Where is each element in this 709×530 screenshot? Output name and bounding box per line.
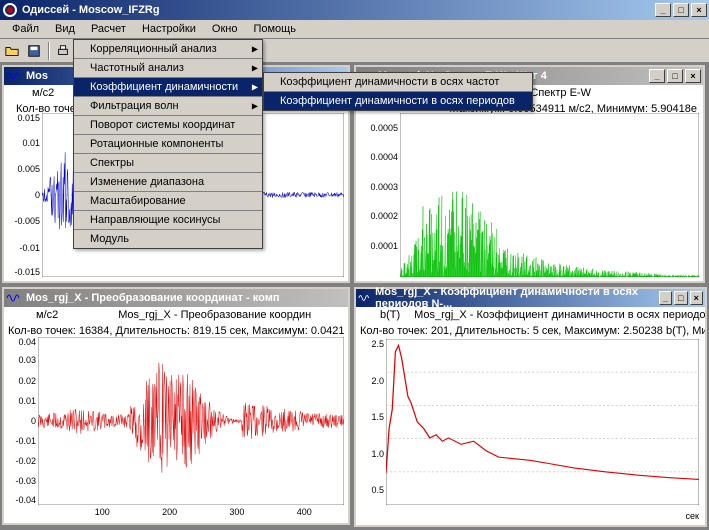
- chart-br-xunit: сек: [686, 511, 699, 521]
- menu-item[interactable]: Модуль: [74, 229, 262, 248]
- chart-br-unit: b(T): [380, 309, 400, 321]
- close-button[interactable]: ×: [691, 3, 707, 17]
- menu-item[interactable]: Масштабирование: [74, 191, 262, 210]
- menu-item[interactable]: Коэффициент динамичности▶: [74, 77, 262, 96]
- chart-bl-info2: Кол-во точек: 16384, Длительность: 819.1…: [8, 325, 345, 337]
- menu-item[interactable]: Корреляционный анализ▶: [74, 40, 262, 58]
- menu-settings[interactable]: Настройки: [134, 21, 204, 37]
- chart-tl-unit: м/с2: [32, 87, 54, 99]
- chart-tr-max[interactable]: □: [667, 69, 683, 83]
- submenu-item[interactable]: Коэффициент динамичности в осях периодов: [264, 91, 532, 110]
- chart-br-max[interactable]: □: [674, 291, 687, 305]
- chart-br-plot: [386, 339, 699, 505]
- chart-br-yaxis: 2.5 2.0 1.5 1.0 0.5: [356, 339, 384, 505]
- menu-item[interactable]: Частотный анализ▶: [74, 58, 262, 77]
- menu-window[interactable]: Окно: [204, 21, 246, 37]
- window-title: Одиссей - Moscow_IFZRg: [22, 4, 160, 16]
- chart-window-br[interactable]: Mos_rgj_X - Коэффициент динамичности в о…: [354, 287, 707, 527]
- chart-window-bl[interactable]: Mos_rgj_X - Преобразование координат - к…: [2, 287, 350, 525]
- chart-tr-min[interactable]: _: [649, 69, 665, 83]
- chart-br-area: b(T) Mos_rgj_X - Коэффициент динамичности…: [356, 307, 705, 525]
- menu-item[interactable]: Изменение диапазона: [74, 172, 262, 191]
- menu-view[interactable]: Вид: [47, 21, 83, 37]
- chart-bl-titlebar: Mos_rgj_X - Преобразование координат - к…: [4, 289, 348, 307]
- menu-item[interactable]: Спектры: [74, 153, 262, 172]
- chart-bl-plot: [38, 337, 344, 505]
- menu-item[interactable]: Поворот системы координат: [74, 115, 262, 134]
- menu-item[interactable]: Фильтрация волн▶: [74, 96, 262, 115]
- chart-bl-unit: м/с2: [36, 309, 58, 321]
- chart-bl-xaxis: 100 200 300 400: [38, 507, 344, 521]
- save-button[interactable]: [24, 41, 44, 61]
- chart-tr-close[interactable]: ×: [685, 69, 701, 83]
- menubar: Файл Вид Расчет Настройки Окно Помощь: [0, 20, 709, 39]
- menu-calc-popup: Корреляционный анализ▶Частотный анализ▶К…: [73, 39, 263, 249]
- print-button[interactable]: [53, 41, 73, 61]
- chart-bl-area: м/с2 Mos_rgj_X - Преобразование координ К…: [4, 307, 348, 523]
- chart-tr-plot: [400, 113, 699, 277]
- menu-help[interactable]: Помощь: [245, 21, 304, 37]
- app-icon: [2, 2, 18, 18]
- chart-tl-title: Mos: [26, 70, 48, 82]
- chart-br-min[interactable]: _: [659, 291, 672, 305]
- wave-icon: [6, 290, 22, 306]
- maximize-button[interactable]: □: [673, 3, 689, 17]
- chart-bl-yaxis: 0.04 0.03 0.02 0.01 0 -0.01 -0.02 -0.03 …: [4, 337, 36, 505]
- main-titlebar: Одиссей - Moscow_IFZRg _ □ ×: [0, 0, 709, 20]
- wave-icon: [6, 68, 22, 84]
- chart-bl-title: Mos_rgj_X - Преобразование координат - к…: [26, 292, 280, 304]
- open-button[interactable]: [2, 41, 22, 61]
- chart-tr-yaxis: 0.0005 0.0004 0.0003 0.0002 0.0001: [356, 113, 398, 277]
- menu-item[interactable]: Направляющие косинусы: [74, 210, 262, 229]
- wave-icon: [358, 290, 371, 306]
- menu-calc-submenu: Коэффициент динамичности в осях частотКо…: [263, 72, 533, 111]
- chart-br-info: Mos_rgj_X - Коэффициент динамичности в о…: [414, 309, 705, 321]
- chart-br-info2: Кол-во точек: 201, Длительность: 5 сек, …: [360, 325, 705, 337]
- submenu-item[interactable]: Коэффициент динамичности в осях частот: [264, 73, 532, 91]
- chart-tr-area: Mos_rgj_X - Спектр E-W Максимум: 0.00534…: [356, 85, 703, 281]
- menu-item[interactable]: Ротационные компоненты: [74, 134, 262, 153]
- minimize-button[interactable]: _: [655, 3, 671, 17]
- menu-calc[interactable]: Расчет: [83, 21, 134, 37]
- chart-bl-info: Mos_rgj_X - Преобразование координ: [118, 309, 311, 321]
- menu-file[interactable]: Файл: [4, 21, 47, 37]
- chart-br-titlebar: Mos_rgj_X - Коэффициент динамичности в о…: [356, 289, 705, 307]
- chart-tl-yaxis: 0.015 0.01 0.005 0 -0.005 -0.01 -0.015: [4, 113, 40, 277]
- chart-br-close[interactable]: ×: [690, 291, 703, 305]
